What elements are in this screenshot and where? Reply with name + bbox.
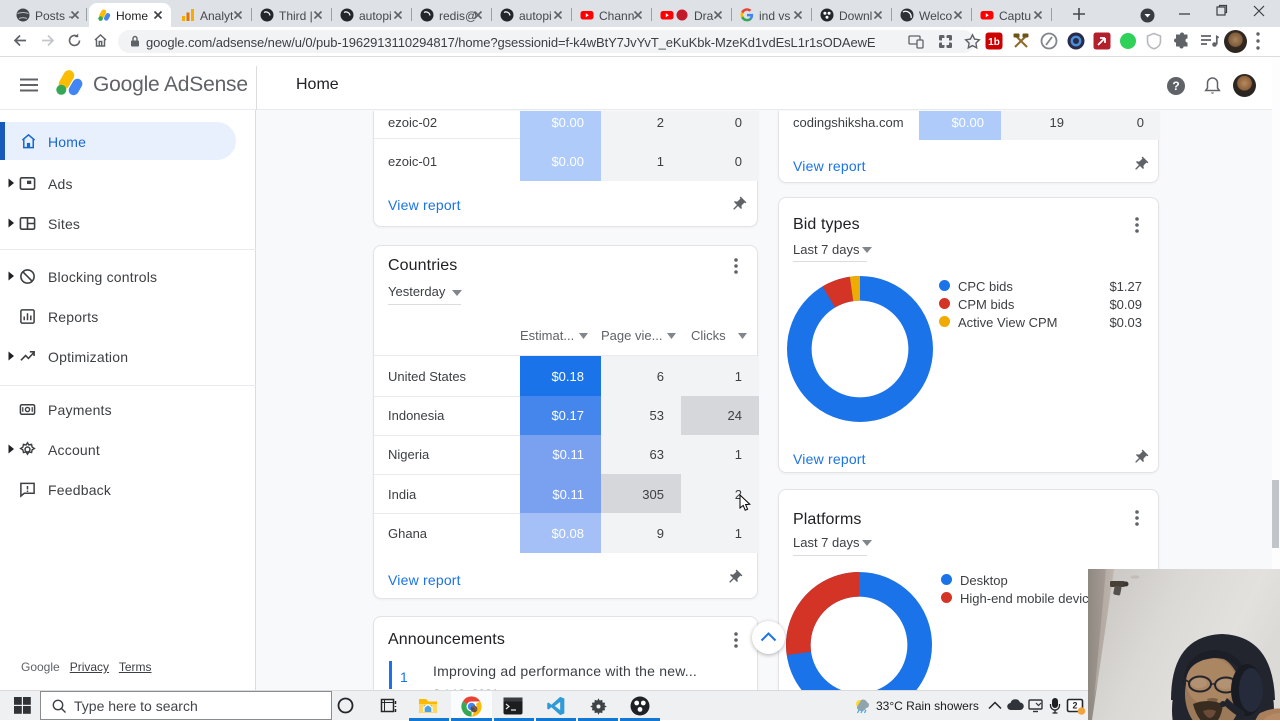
svg-text:1b: 1b <box>988 37 1000 48</box>
svg-text:2: 2 <box>1072 701 1077 711</box>
